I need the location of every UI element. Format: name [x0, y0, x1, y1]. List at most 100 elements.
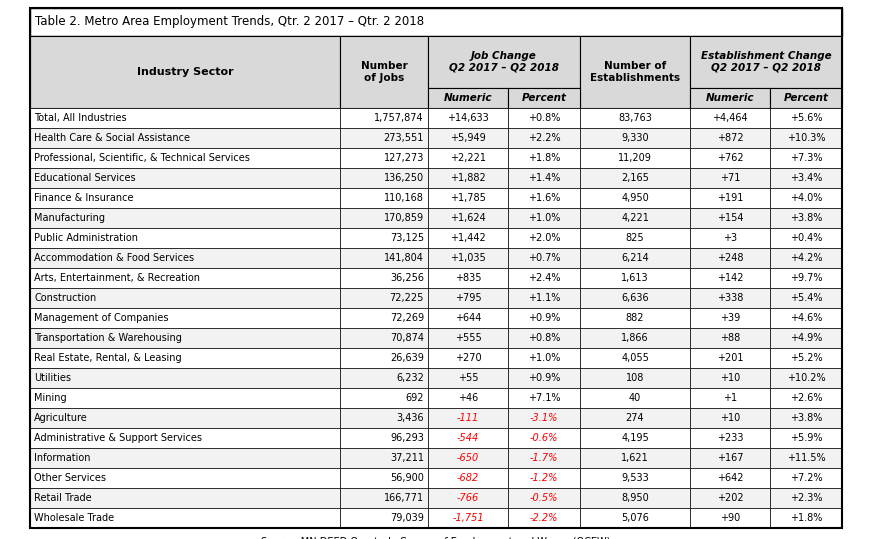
Bar: [30, 368, 340, 388]
Bar: [580, 428, 690, 448]
Text: -0.6%: -0.6%: [530, 433, 558, 443]
Text: +1,035: +1,035: [450, 253, 486, 263]
Bar: [690, 168, 770, 188]
Bar: [428, 508, 508, 528]
Bar: [580, 148, 690, 168]
Text: +270: +270: [454, 353, 481, 363]
Text: +3: +3: [723, 233, 737, 243]
Bar: [580, 268, 690, 288]
Bar: [508, 248, 580, 268]
Bar: [428, 428, 508, 448]
Text: +1.1%: +1.1%: [528, 293, 560, 303]
Text: 141,804: 141,804: [385, 253, 424, 263]
Bar: [508, 328, 580, 348]
Text: +4,464: +4,464: [712, 113, 748, 123]
Text: -0.5%: -0.5%: [530, 493, 558, 503]
Bar: [428, 288, 508, 308]
Bar: [508, 208, 580, 228]
Bar: [30, 388, 340, 408]
Bar: [30, 248, 340, 268]
Text: 4,950: 4,950: [621, 193, 649, 203]
Bar: [580, 168, 690, 188]
Text: +167: +167: [717, 453, 743, 463]
Text: +555: +555: [454, 333, 481, 343]
Text: 6,214: 6,214: [621, 253, 649, 263]
Text: +201: +201: [717, 353, 743, 363]
Text: 692: 692: [405, 393, 424, 403]
Bar: [340, 368, 428, 388]
Text: +3.8%: +3.8%: [790, 213, 822, 223]
Text: -3.1%: -3.1%: [530, 413, 558, 423]
Bar: [340, 36, 428, 108]
Text: +0.4%: +0.4%: [790, 233, 822, 243]
Text: +46: +46: [458, 393, 478, 403]
Bar: [690, 468, 770, 488]
Text: Source: MN DEED Quarterly Census of Employment and Wages (QCEW): Source: MN DEED Quarterly Census of Empl…: [262, 537, 610, 539]
Bar: [340, 408, 428, 428]
Bar: [30, 268, 340, 288]
Bar: [30, 208, 340, 228]
Text: 8,950: 8,950: [621, 493, 649, 503]
Text: +5.6%: +5.6%: [790, 113, 822, 123]
Bar: [580, 468, 690, 488]
Text: +10.2%: +10.2%: [787, 373, 825, 383]
Bar: [340, 348, 428, 368]
Bar: [690, 308, 770, 328]
Bar: [428, 408, 508, 428]
Text: +795: +795: [454, 293, 481, 303]
Text: -766: -766: [457, 493, 479, 503]
Text: -111: -111: [457, 413, 479, 423]
Bar: [580, 508, 690, 528]
Text: 3,436: 3,436: [397, 413, 424, 423]
Bar: [770, 288, 842, 308]
Bar: [580, 248, 690, 268]
Bar: [690, 208, 770, 228]
Text: -650: -650: [457, 453, 479, 463]
Bar: [30, 148, 340, 168]
Text: Job Change
Q2 2017 – Q2 2018: Job Change Q2 2017 – Q2 2018: [449, 51, 559, 73]
Text: +872: +872: [717, 133, 743, 143]
Bar: [770, 208, 842, 228]
Text: +3.4%: +3.4%: [790, 173, 822, 183]
Text: 4,221: 4,221: [621, 213, 649, 223]
Text: 136,250: 136,250: [384, 173, 424, 183]
Text: 4,195: 4,195: [621, 433, 649, 443]
Text: Industry Sector: Industry Sector: [137, 67, 234, 77]
Text: +2.0%: +2.0%: [528, 233, 560, 243]
Text: +0.9%: +0.9%: [528, 313, 560, 323]
Bar: [428, 128, 508, 148]
Bar: [428, 368, 508, 388]
Bar: [30, 288, 340, 308]
Text: +1,624: +1,624: [450, 213, 486, 223]
Text: -544: -544: [457, 433, 479, 443]
Text: Transportation & Warehousing: Transportation & Warehousing: [34, 333, 182, 343]
Bar: [770, 168, 842, 188]
Text: Accommodation & Food Services: Accommodation & Food Services: [34, 253, 194, 263]
Bar: [580, 308, 690, 328]
Text: +4.9%: +4.9%: [790, 333, 822, 343]
Text: +248: +248: [717, 253, 743, 263]
Bar: [508, 268, 580, 288]
Text: 2,165: 2,165: [621, 173, 649, 183]
Text: Educational Services: Educational Services: [34, 173, 136, 183]
Bar: [428, 268, 508, 288]
Bar: [30, 328, 340, 348]
Text: -1.7%: -1.7%: [530, 453, 558, 463]
Bar: [770, 108, 842, 128]
Text: +1,785: +1,785: [450, 193, 486, 203]
Bar: [690, 36, 842, 88]
Bar: [508, 188, 580, 208]
Bar: [340, 448, 428, 468]
Text: 170,859: 170,859: [384, 213, 424, 223]
Bar: [690, 228, 770, 248]
Bar: [770, 468, 842, 488]
Text: Wholesale Trade: Wholesale Trade: [34, 513, 114, 523]
Bar: [340, 148, 428, 168]
Text: -682: -682: [457, 473, 479, 483]
Bar: [508, 428, 580, 448]
Text: 273,551: 273,551: [384, 133, 424, 143]
Text: Utilities: Utilities: [34, 373, 71, 383]
Bar: [340, 488, 428, 508]
Text: 70,874: 70,874: [390, 333, 424, 343]
Text: 110,168: 110,168: [385, 193, 424, 203]
